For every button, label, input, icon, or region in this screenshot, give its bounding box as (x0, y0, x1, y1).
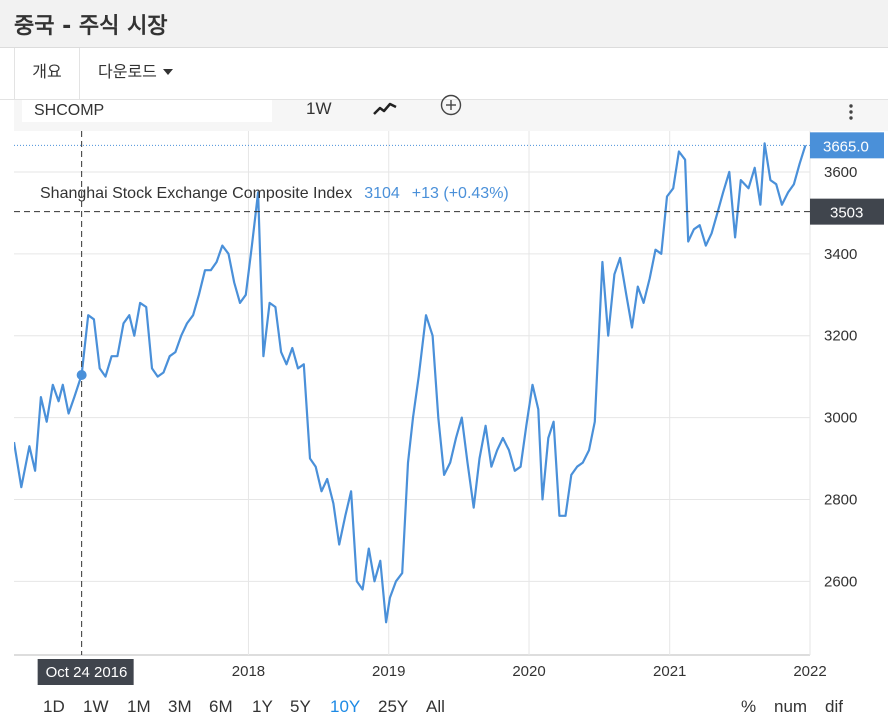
option-percent[interactable]: % (741, 697, 757, 716)
legend-value: 3104 (364, 185, 400, 202)
tab-bar: 개요 다운로드 (0, 48, 888, 100)
caret-down-icon (162, 69, 173, 75)
tab-overview[interactable]: 개요 (14, 48, 80, 100)
legend-series-name: Shanghai Stock Exchange Composite Index (40, 185, 353, 202)
option-dif[interactable]: dif (825, 697, 843, 716)
crosshair-date-badge (37, 659, 134, 685)
page-header: 중국 - 주식 시장 (0, 0, 888, 48)
x-tick-label: 2018 (232, 663, 265, 680)
range-1m[interactable]: 1M (127, 697, 151, 716)
plus-circle-icon[interactable] (440, 94, 462, 116)
option-num[interactable]: num (774, 697, 808, 716)
chart-toolbar: 1W (14, 94, 888, 130)
range-1y[interactable]: 1Y (252, 697, 273, 716)
y-tick-label: 3200 (824, 328, 857, 345)
range-1d[interactable]: 1D (43, 697, 65, 716)
crosshair-date-label: Oct 24 2016 (46, 664, 128, 681)
range-all[interactable]: All (426, 697, 445, 716)
period-selector[interactable]: 1W (306, 99, 332, 118)
plot-background (14, 131, 810, 655)
price-chart[interactable]: 2600 2800 3000 3200 3400 3600 2018 2019 2020 202… (14, 131, 888, 725)
range-1w[interactable]: 1W (83, 697, 109, 716)
last-price-badge (810, 132, 884, 159)
legend-change: +13 (+0.43%) (411, 185, 509, 202)
x-tick-label: 2022 (793, 663, 826, 680)
y-tick-label: 3600 (824, 164, 857, 181)
page-title: 중국 - 주식 시장 (14, 14, 168, 39)
x-tick-label: 2020 (512, 663, 545, 680)
symbol-input[interactable] (22, 100, 272, 122)
y-tick-label: 3400 (824, 246, 857, 263)
y-tick-label: 3000 (824, 410, 857, 427)
x-tick-label: 2019 (372, 663, 405, 680)
range-25y[interactable]: 25Y (378, 697, 409, 716)
tab-download-label: 다운로드 (98, 62, 157, 81)
crosshair-value-badge (810, 198, 884, 225)
series-line (14, 142, 807, 624)
y-tick-label: 2800 (824, 491, 857, 508)
range-bar: 1D 1W 1M 3M 6M 1Y 5Y 10Y 25Y All % num d… (0, 692, 888, 722)
chart-area: 1W 2600 2800 3000 3200 3400 3600 2018 2019 2020… (14, 94, 888, 725)
x-tick-label: 2021 (653, 663, 686, 680)
last-price-label: 3665.0 (823, 138, 869, 155)
range-5y[interactable]: 5Y (290, 697, 311, 716)
tab-download[interactable]: 다운로드 (98, 48, 173, 100)
y-tick-label: 2600 (824, 573, 857, 590)
line-chart-icon[interactable] (372, 98, 398, 120)
range-3m[interactable]: 3M (168, 697, 192, 716)
chart-legend: Shanghai Stock Exchange Composite Index 3… (40, 185, 509, 203)
range-6m[interactable]: 6M (209, 697, 233, 716)
crosshair-point (76, 369, 87, 380)
plot-area[interactable]: 2600 2800 3000 3200 3400 3600 2018 2019 2020 202… (14, 131, 888, 725)
range-10y[interactable]: 10Y (330, 697, 361, 716)
crosshair-value-label: 3503 (830, 205, 863, 222)
more-vertical-icon[interactable] (846, 103, 856, 121)
